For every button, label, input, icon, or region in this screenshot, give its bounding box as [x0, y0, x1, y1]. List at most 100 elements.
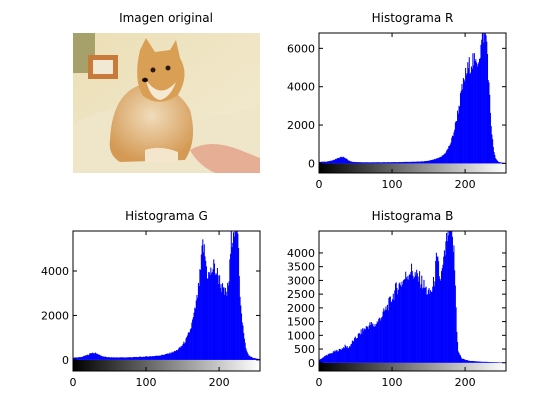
histogram-bar: [324, 355, 326, 363]
histogram-bar: [416, 161, 418, 164]
histogram-bar: [367, 326, 369, 363]
x-tick-label: 100: [382, 178, 403, 191]
histogram-bar: [414, 161, 416, 164]
histogram-bar: [190, 328, 192, 360]
histogram-bar: [435, 252, 437, 363]
x-tick-label: 100: [136, 376, 157, 389]
histogram-bar: [484, 361, 486, 363]
histogram-bar: [492, 139, 494, 164]
histogram-bar: [218, 284, 220, 360]
histogram-bar: [338, 348, 340, 363]
histogram-bar: [78, 357, 80, 360]
histogram-bar: [417, 276, 419, 363]
histogram-bar: [397, 162, 399, 164]
histogram-bar: [402, 284, 404, 363]
histogram-bar: [137, 356, 139, 360]
histogram-bar: [173, 352, 175, 360]
histogram-bar: [361, 162, 363, 164]
histogram-bar: [89, 353, 91, 360]
histogram-bar: [153, 356, 155, 360]
histogram-bar: [427, 294, 429, 363]
histogram-bar: [244, 342, 246, 360]
histogram-bar: [392, 299, 394, 363]
histogram-bar: [412, 161, 414, 164]
histogram-bar: [454, 129, 456, 164]
histogram-bar: [251, 357, 253, 360]
histogram-bar: [430, 160, 432, 164]
histogram-bar: [405, 161, 407, 164]
histogram-bar: [350, 344, 352, 363]
histogram-bar: [336, 158, 338, 164]
histogram-bar: [495, 158, 497, 164]
histogram-bar: [471, 360, 473, 363]
histogram-bar: [376, 162, 378, 164]
photo-dog-nose: [142, 77, 148, 83]
histogram-bar: [387, 310, 389, 363]
histogram-bar: [333, 352, 335, 363]
histogram-bar: [483, 42, 485, 164]
histogram-bar: [207, 278, 209, 360]
histogram-bar: [351, 340, 353, 363]
histogram-bar: [462, 89, 464, 164]
histogram-bar: [370, 321, 372, 363]
histogram-b-axes: Histograma B 0 100 20005001000150020002500…: [287, 209, 507, 389]
histogram-bar: [373, 162, 375, 164]
histogram-bar: [427, 160, 429, 164]
histogram-bar: [131, 357, 133, 360]
histogram-bar: [108, 357, 110, 360]
histogram-bar: [372, 162, 374, 164]
histogram-bar: [467, 360, 469, 363]
histogram-bar: [443, 154, 445, 164]
histogram-bar: [233, 236, 235, 360]
histogram-bar: [497, 160, 499, 164]
histogram-bar: [324, 356, 326, 363]
histogram-bar: [249, 355, 251, 360]
histogram-bar: [329, 353, 331, 363]
histogram-bar: [142, 356, 144, 360]
histogram-bar: [342, 156, 344, 164]
histogram-bar: [229, 259, 231, 360]
histogram-bar: [157, 355, 159, 360]
histogram-bar: [410, 272, 412, 363]
histogram-bar: [216, 268, 218, 360]
histogram-bar: [255, 358, 257, 360]
histogram-bar: [418, 161, 420, 164]
histogram-bar: [449, 144, 451, 164]
histogram-bar: [100, 355, 102, 360]
histogram-bar: [404, 161, 406, 164]
histogram-bar: [346, 346, 348, 363]
histogram-bar: [347, 160, 349, 164]
histogram-g-bars: [73, 231, 261, 360]
histogram-bar: [491, 362, 493, 363]
histogram-bar: [332, 352, 334, 363]
histogram-bar: [114, 357, 116, 360]
histogram-bar: [80, 357, 82, 360]
histogram-bar: [173, 350, 175, 360]
histogram-bar: [139, 356, 141, 360]
histogram-bar: [193, 312, 195, 360]
histogram-bar: [181, 346, 183, 360]
histogram-bar: [234, 231, 236, 360]
histogram-bar: [337, 157, 339, 164]
histogram-bar: [443, 250, 445, 363]
histogram-bar: [324, 161, 326, 164]
y-tick-label: 2000: [287, 119, 315, 132]
histogram-bar: [346, 159, 348, 164]
histogram-bar: [378, 319, 380, 363]
histogram-bar: [245, 348, 247, 360]
histogram-bar: [386, 309, 388, 363]
histogram-bar: [464, 81, 466, 164]
histogram-bar: [168, 353, 170, 360]
histogram-bar: [161, 354, 163, 360]
histogram-bar: [73, 357, 75, 360]
histogram-bar: [374, 162, 376, 164]
histogram-bar: [326, 354, 328, 363]
histogram-bar: [94, 352, 96, 360]
histogram-bar: [341, 157, 343, 164]
histogram-bar: [496, 160, 498, 164]
histogram-bar: [365, 162, 367, 164]
histogram-bar: [436, 158, 438, 164]
histogram-bar: [421, 288, 424, 363]
histogram-bar: [143, 356, 145, 360]
